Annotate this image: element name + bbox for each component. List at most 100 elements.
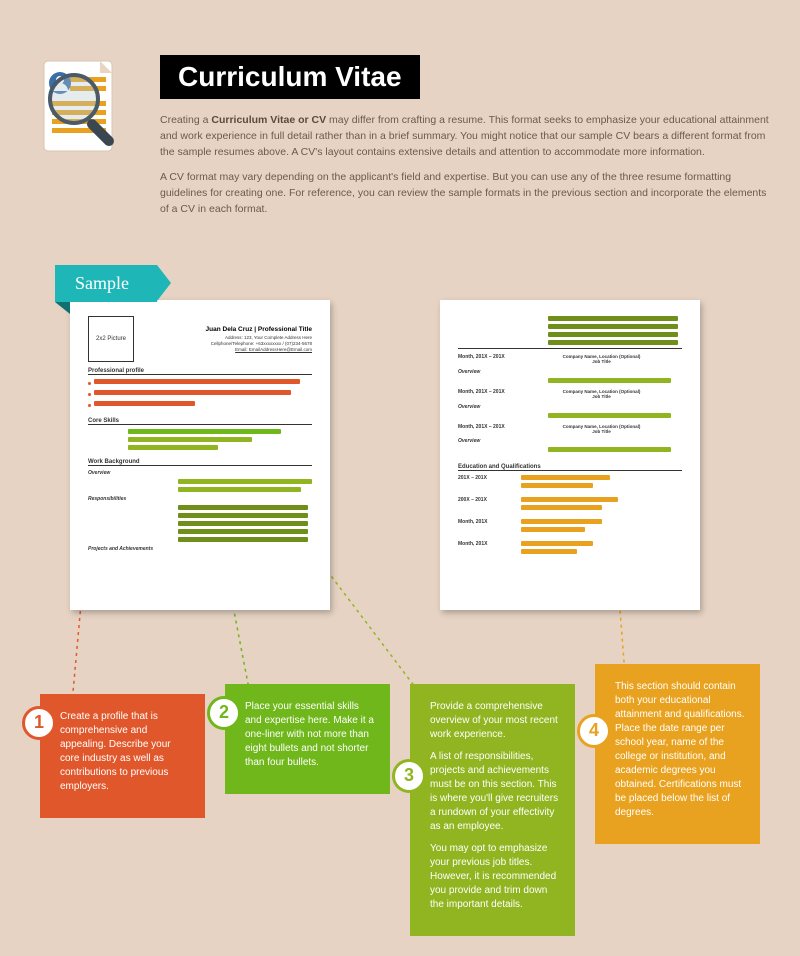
content-bar [548,324,678,329]
entry-company: Company Name, Location (Optional)Job Tit… [521,424,682,435]
edu-date: Month, 201X [458,541,513,557]
edu-bars [521,519,682,535]
p2-top-bars [458,316,682,345]
callout-2-text: Place your essential skills and expertis… [245,700,376,770]
document-magnifier-icon [30,55,140,165]
bullet-dot [88,382,91,385]
content-bar [178,513,308,518]
content-bar [521,541,593,546]
entry-overview-label: Overview [458,369,682,375]
section-work: Work Background [88,453,312,466]
page-title: Curriculum Vitae [160,55,420,99]
content-bar [94,379,300,384]
work-entry: Month, 201X – 201X Company Name, Locatio… [458,354,682,383]
callout-3: 3 Provide a comprehensive overview of yo… [410,684,575,936]
skill-bars [88,429,312,450]
content-bar [128,429,280,434]
callout-4-text: This section should contain both your ed… [615,680,746,820]
content-bar [128,437,251,442]
edu-row: 201X – 201X [458,475,682,491]
edu-bars [521,475,682,491]
content-bar [178,505,308,510]
content-bar [521,527,585,532]
content-bar [178,537,308,542]
badge-4: 4 [577,714,611,748]
content-bar [521,497,618,502]
callout-2: 2 Place your essential skills and expert… [225,684,390,794]
callout-1-text: Create a profile that is comprehensive a… [60,710,191,794]
cv-page-2: Month, 201X – 201X Company Name, Locatio… [440,300,700,610]
work-entry: Month, 201X – 201X Company Name, Locatio… [458,424,682,453]
content-bar [178,529,308,534]
header-text: Curriculum Vitae Creating a Curriculum V… [160,55,770,228]
ribbon-label: Sample [55,265,157,302]
content-bar [521,549,577,554]
divider [458,348,682,349]
content-bar [178,487,301,492]
name-line: Juan Dela Cruz | Professional Title [172,326,312,333]
content-bar [178,521,308,526]
edu-bars [521,541,682,557]
sub-proj: Projects and Achievements [88,546,312,552]
overview-bars [88,479,312,492]
content-bar [94,390,291,395]
entry-date: Month, 201X – 201X [458,354,513,365]
sub-resp: Responsibilities [88,496,312,502]
entry-overview-label: Overview [458,438,682,444]
callout-row: 1 Create a profile that is comprehensive… [40,684,780,936]
edu-row: 200X – 201X [458,497,682,513]
callout-4: 4 This section should contain both your … [595,664,760,844]
bar-row [88,390,312,398]
addr3: Email: EmailAddressHere@Email.com [172,347,312,353]
entry-company: Company Name, Location (Optional)Job Tit… [521,389,682,400]
profile-bars [88,379,312,409]
sample-ribbon: Sample [55,265,157,302]
content-bar [548,447,671,452]
content-bar [178,479,312,484]
content-bar [521,483,593,488]
content-bar [548,378,671,383]
section-edu: Education and Qualifications [458,458,682,471]
content-bar [94,401,195,406]
content-bar [521,505,602,510]
content-bar [548,413,671,418]
cv-pages: 2x2 Picture Juan Dela Cruz | Professiona… [70,300,700,610]
callout-3-t1: Provide a comprehensive overview of your… [430,700,561,742]
bullet-dot [88,393,91,396]
content-bar [548,332,678,337]
cv-page-1: 2x2 Picture Juan Dela Cruz | Professiona… [70,300,330,610]
section-profile: Professional profile [88,362,312,375]
content-bar [128,445,218,450]
entry-date: Month, 201X – 201X [458,424,513,435]
content-bar [521,475,610,480]
work-entry: Month, 201X – 201X Company Name, Locatio… [458,389,682,418]
entry-company: Company Name, Location (Optional)Job Tit… [521,354,682,365]
bar-row [88,379,312,387]
resp-bars [88,505,312,542]
badge-1: 1 [22,706,56,740]
content-bar [548,316,678,321]
callout-3-t2: A list of responsibilities, projects and… [430,750,561,834]
edu-row: Month, 201X [458,541,682,557]
intro-pre: Creating a [160,114,211,126]
name-block: Juan Dela Cruz | Professional Title Addr… [172,316,312,353]
entry-overview-label: Overview [458,404,682,410]
content-bar [548,340,678,345]
intro-text: Creating a Curriculum Vitae or CV may di… [160,113,770,218]
intro-p2: A CV format may vary depending on the ap… [160,170,770,217]
edu-row: Month, 201X [458,519,682,535]
edu-bars [521,497,682,513]
header: Curriculum Vitae Creating a Curriculum V… [0,0,800,248]
badge-3: 3 [392,759,426,793]
callout-3-t3: You may opt to emphasize your previous j… [430,842,561,912]
edu-date: 200X – 201X [458,497,513,513]
ribbon-fold [55,302,70,314]
entry-date: Month, 201X – 201X [458,389,513,400]
section-skills: Core Skills [88,412,312,425]
content-bar [521,519,602,524]
callout-1: 1 Create a profile that is comprehensive… [40,694,205,818]
work-entries: Month, 201X – 201X Company Name, Locatio… [458,354,682,452]
picture-placeholder: 2x2 Picture [88,316,134,362]
badge-2: 2 [207,696,241,730]
intro-bold: Curriculum Vitae or CV [211,114,326,126]
